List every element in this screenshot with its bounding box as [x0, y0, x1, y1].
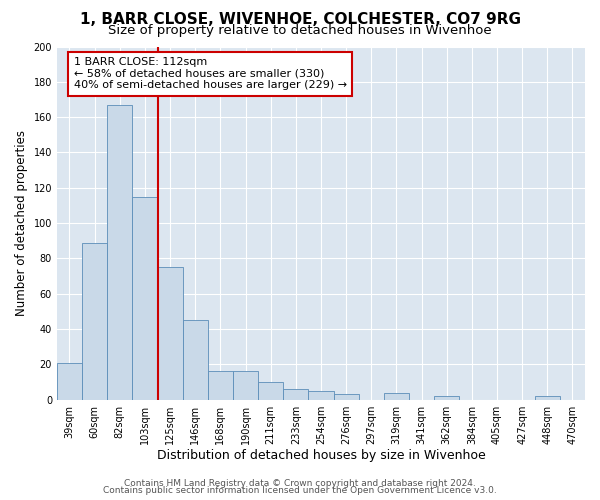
X-axis label: Distribution of detached houses by size in Wivenhoe: Distribution of detached houses by size …	[157, 450, 485, 462]
Bar	[82, 242, 107, 400]
Text: 1 BARR CLOSE: 112sqm
← 58% of detached houses are smaller (330)
40% of semi-deta: 1 BARR CLOSE: 112sqm ← 58% of detached h…	[74, 57, 347, 90]
Bar	[133, 196, 158, 400]
Bar	[107, 105, 133, 400]
Bar	[334, 394, 359, 400]
Bar	[208, 372, 233, 400]
Text: Contains HM Land Registry data © Crown copyright and database right 2024.: Contains HM Land Registry data © Crown c…	[124, 478, 476, 488]
Bar	[57, 362, 82, 400]
Bar	[384, 392, 409, 400]
Bar	[158, 268, 182, 400]
Text: 1, BARR CLOSE, WIVENHOE, COLCHESTER, CO7 9RG: 1, BARR CLOSE, WIVENHOE, COLCHESTER, CO7…	[79, 12, 521, 28]
Bar	[258, 382, 283, 400]
Bar	[535, 396, 560, 400]
Bar	[308, 391, 334, 400]
Text: Size of property relative to detached houses in Wivenhoe: Size of property relative to detached ho…	[108, 24, 492, 37]
Y-axis label: Number of detached properties: Number of detached properties	[15, 130, 28, 316]
Text: Contains public sector information licensed under the Open Government Licence v3: Contains public sector information licen…	[103, 486, 497, 495]
Bar	[434, 396, 459, 400]
Bar	[283, 389, 308, 400]
Bar	[233, 372, 258, 400]
Bar	[182, 320, 208, 400]
